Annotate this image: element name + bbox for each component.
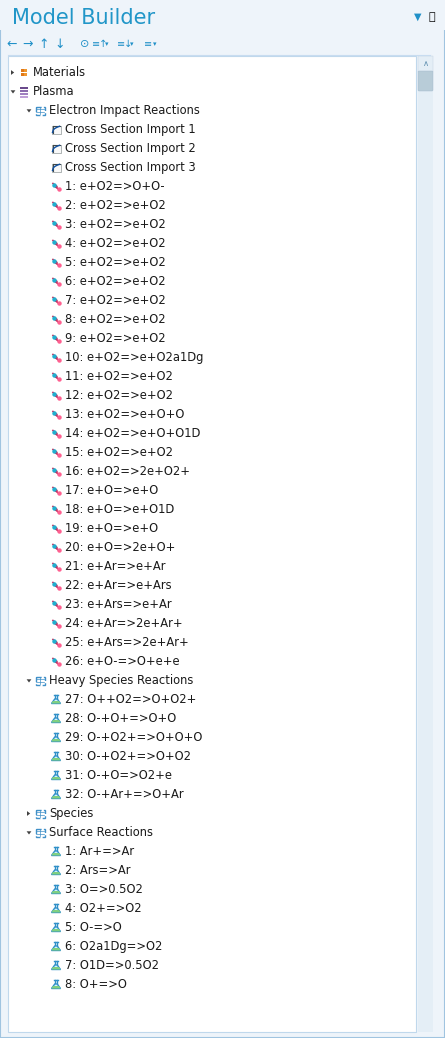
Text: Surface Reactions: Surface Reactions [49, 826, 153, 839]
Polygon shape [52, 851, 61, 855]
Text: Cross Section Import 1: Cross Section Import 1 [65, 122, 196, 136]
Text: ▾: ▾ [130, 40, 134, 47]
Text: 32: O-+Ar+=>O+Ar: 32: O-+Ar+=>O+Ar [65, 788, 184, 801]
Text: Plasma: Plasma [33, 85, 75, 98]
FancyBboxPatch shape [36, 677, 44, 684]
Polygon shape [52, 701, 61, 704]
Text: 29: O-+O2+=>O+O+O: 29: O-+O2+=>O+O+O [65, 731, 202, 744]
Text: Model Builder: Model Builder [12, 8, 155, 28]
Text: 25: e+Ars=>2e+Ar+: 25: e+Ars=>2e+Ar+ [65, 636, 189, 649]
Text: 17: e+O=>e+O: 17: e+O=>e+O [65, 484, 158, 497]
FancyBboxPatch shape [52, 144, 61, 153]
Text: 1: Ar+=>Ar: 1: Ar+=>Ar [65, 845, 134, 858]
Text: 7: e+O2=>e+O2: 7: e+O2=>e+O2 [65, 294, 166, 307]
Text: 21: e+Ar=>e+Ar: 21: e+Ar=>e+Ar [65, 559, 166, 573]
FancyBboxPatch shape [418, 56, 433, 72]
FancyBboxPatch shape [21, 70, 24, 73]
Text: 16: e+O2=>2e+O2+: 16: e+O2=>2e+O2+ [65, 465, 190, 479]
Text: 20: e+O=>2e+O+: 20: e+O=>2e+O+ [65, 541, 175, 554]
Polygon shape [52, 889, 61, 894]
Text: 7: O1D=>0.5O2: 7: O1D=>0.5O2 [65, 959, 159, 972]
Polygon shape [52, 796, 61, 798]
Polygon shape [27, 109, 32, 112]
Text: 18: e+O=>e+O1D: 18: e+O=>e+O1D [65, 503, 174, 516]
Text: 📌: 📌 [429, 12, 435, 22]
Text: 11: e+O2=>e+O2: 11: e+O2=>e+O2 [65, 370, 173, 383]
Polygon shape [52, 870, 61, 874]
FancyBboxPatch shape [36, 810, 44, 818]
Text: 8: O+=>O: 8: O+=>O [65, 978, 127, 991]
Text: ≡↓: ≡↓ [117, 39, 133, 49]
Text: 5: O-=>O: 5: O-=>O [65, 921, 122, 934]
Text: 10: e+O2=>e+O2a1Dg: 10: e+O2=>e+O2a1Dg [65, 351, 203, 364]
FancyBboxPatch shape [36, 828, 44, 837]
Polygon shape [52, 777, 61, 780]
Text: ↑: ↑ [39, 37, 49, 51]
Text: 23: e+Ars=>e+Ar: 23: e+Ars=>e+Ar [65, 598, 172, 611]
Polygon shape [11, 71, 14, 75]
FancyBboxPatch shape [24, 73, 27, 76]
Polygon shape [52, 929, 61, 931]
Text: 24: e+Ar=>2e+Ar+: 24: e+Ar=>2e+Ar+ [65, 617, 182, 630]
Polygon shape [52, 756, 61, 761]
Text: →: → [23, 37, 33, 51]
FancyBboxPatch shape [52, 164, 61, 171]
Text: ▾: ▾ [105, 40, 109, 47]
Polygon shape [27, 831, 32, 835]
Polygon shape [52, 758, 61, 761]
Text: 28: O-+O+=>O+O: 28: O-+O+=>O+O [65, 712, 176, 725]
Polygon shape [52, 910, 61, 912]
Polygon shape [52, 946, 61, 951]
Text: ←: ← [7, 37, 17, 51]
Text: 31: O-+O=>O2+e: 31: O-+O=>O2+e [65, 769, 172, 782]
Polygon shape [52, 775, 61, 780]
Polygon shape [52, 718, 61, 722]
Polygon shape [11, 90, 16, 93]
Polygon shape [52, 720, 61, 722]
Polygon shape [52, 986, 61, 988]
Text: 5: e+O2=>e+O2: 5: e+O2=>e+O2 [65, 256, 166, 269]
FancyBboxPatch shape [24, 70, 27, 73]
Text: 9: e+O2=>e+O2: 9: e+O2=>e+O2 [65, 332, 166, 345]
Text: 6: e+O2=>e+O2: 6: e+O2=>e+O2 [65, 275, 166, 288]
Text: Electron Impact Reactions: Electron Impact Reactions [49, 104, 200, 117]
Text: Species: Species [49, 807, 93, 820]
Polygon shape [27, 679, 32, 683]
Text: Heavy Species Reactions: Heavy Species Reactions [49, 674, 194, 687]
Text: ▼: ▼ [414, 12, 422, 22]
Polygon shape [52, 794, 61, 798]
Polygon shape [52, 965, 61, 969]
Text: 27: O++O2=>O+O2+: 27: O++O2=>O+O2+ [65, 693, 196, 706]
FancyBboxPatch shape [20, 95, 28, 98]
Text: 30: O-+O2+=>O+O2: 30: O-+O2+=>O+O2 [65, 750, 191, 763]
Text: Cross Section Import 3: Cross Section Import 3 [65, 161, 196, 174]
FancyBboxPatch shape [20, 89, 28, 91]
FancyBboxPatch shape [418, 71, 433, 91]
Text: 6: O2a1Dg=>O2: 6: O2a1Dg=>O2 [65, 940, 162, 953]
Polygon shape [52, 984, 61, 988]
Text: 3: O=>0.5O2: 3: O=>0.5O2 [65, 883, 143, 896]
Text: 4: O2+=>O2: 4: O2+=>O2 [65, 902, 142, 916]
Polygon shape [52, 853, 61, 855]
Text: ≡: ≡ [144, 39, 152, 49]
Text: 8: e+O2=>e+O2: 8: e+O2=>e+O2 [65, 313, 166, 326]
Text: 2: Ars=>Ar: 2: Ars=>Ar [65, 864, 130, 877]
Polygon shape [52, 699, 61, 704]
Text: 4: e+O2=>e+O2: 4: e+O2=>e+O2 [65, 237, 166, 250]
Text: 15: e+O2=>e+O2: 15: e+O2=>e+O2 [65, 446, 173, 459]
FancyBboxPatch shape [20, 86, 28, 88]
Text: Cross Section Import 2: Cross Section Import 2 [65, 142, 196, 155]
Polygon shape [52, 872, 61, 874]
Text: ⊙: ⊙ [80, 39, 90, 49]
FancyBboxPatch shape [0, 0, 445, 30]
FancyBboxPatch shape [21, 73, 24, 76]
Polygon shape [52, 948, 61, 951]
Text: 13: e+O2=>e+O+O: 13: e+O2=>e+O+O [65, 408, 184, 421]
FancyBboxPatch shape [36, 107, 44, 114]
Text: ∧: ∧ [422, 59, 429, 69]
Polygon shape [52, 927, 61, 931]
Text: Materials: Materials [33, 66, 86, 79]
Text: 19: e+O=>e+O: 19: e+O=>e+O [65, 522, 158, 535]
FancyBboxPatch shape [52, 126, 61, 134]
